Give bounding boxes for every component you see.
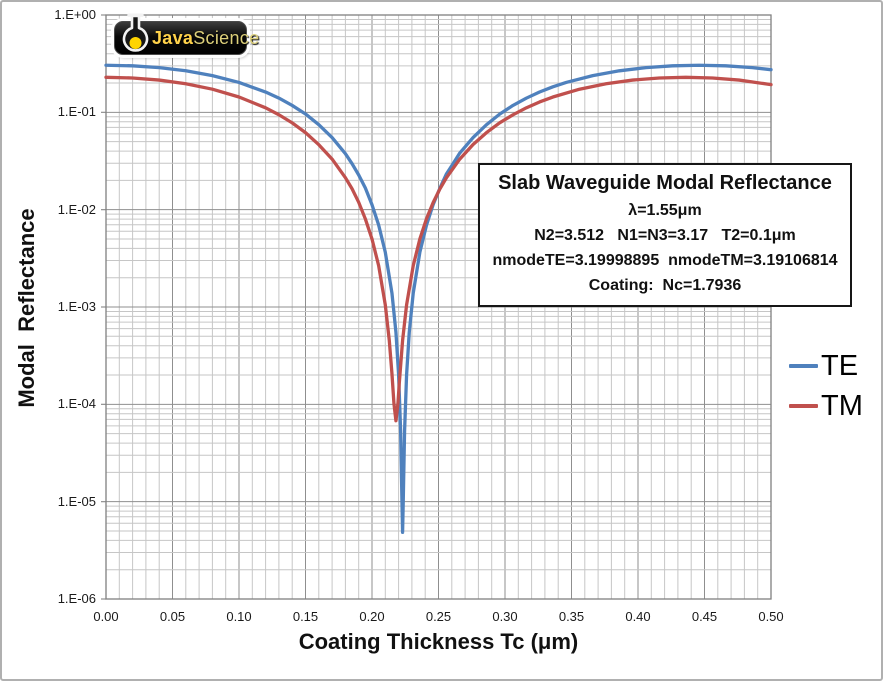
y-tick-label: 1.E-04 [57,396,96,412]
x-tick-label: 0.20 [359,609,385,624]
x-axis-title: Coating Thickness Tc (μm) [298,629,579,654]
x-tick-label: 0.45 [691,609,718,624]
x-tick-label: 0.40 [625,609,651,624]
annotation-title: Slab Waveguide Modal Reflectance [498,172,832,194]
annotation-line-coating: Coating: Nc=1.7936 [588,277,742,294]
logo-text: JavaScience [152,22,259,54]
legend-label-tm: TM [821,390,863,422]
annotation-line-indices: N2=3.512 N1=N3=3.17 T2=0.1μm [534,227,796,244]
y-tick-label: 1.E-05 [57,493,96,509]
x-tick-label: 0.15 [292,609,319,624]
legend-item-te: TE [789,346,863,386]
x-tick-label: 0.10 [226,609,252,624]
plot-border [105,14,772,600]
flask-icon [122,13,149,52]
annotation-box: Slab Waveguide Modal Reflectance λ=1.55μ… [478,163,852,307]
legend-label-te: TE [821,350,859,382]
javascience-logo: JavaScience [114,13,259,55]
x-tick-label: 0.25 [425,609,452,624]
logo-text-science: Science [193,28,260,48]
y-tick-label: 1.E-06 [57,591,96,606]
series-line-tm [104,75,773,423]
legend-line-tm [789,404,818,408]
legend: TE TM [789,346,863,426]
y-tick-label: 1.E+00 [54,7,96,22]
plot-area [98,13,777,605]
annotation-line-nmodes: nmodeTE=3.19998895 nmodeTM=3.19106814 [492,252,838,269]
y-tick-label: 1.E-01 [57,104,96,120]
series-line-te [104,63,773,534]
x-tick-label: 0.30 [492,609,518,624]
x-tick-label: 0.00 [93,609,119,624]
x-tick-label: 0.50 [758,609,784,624]
annotation-line-wavelength: λ=1.55μm [628,202,702,219]
plot-canvas [101,14,773,600]
legend-item-tm: TM [789,386,863,426]
logo-text-java: Java [152,28,194,48]
legend-line-te [789,364,818,368]
x-tick-label: 0.35 [558,609,585,624]
x-tick-label: 0.05 [159,609,186,624]
y-tick-label: 1.E-03 [57,299,96,314]
y-tick-label: 1.E-02 [57,201,96,217]
